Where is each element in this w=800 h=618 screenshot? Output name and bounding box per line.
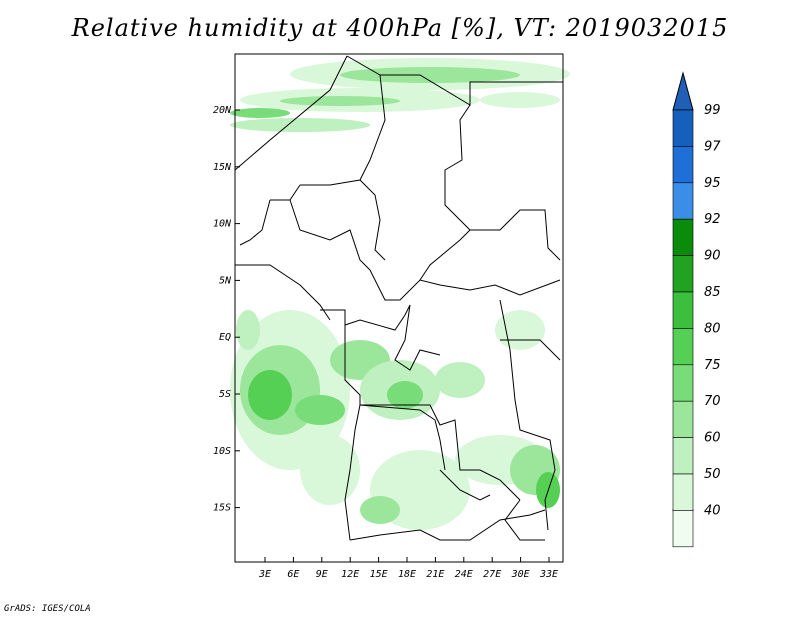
lon-label: 6E: [287, 569, 299, 580]
colorbar-segment: [672, 364, 694, 402]
colorbar-segment: [672, 146, 694, 184]
latitude-axis: 20N 15N 10N 5N EQ 5S 10S 15S: [213, 105, 240, 514]
lon-label: 15E: [370, 569, 388, 580]
colorbar-segment: [672, 400, 694, 438]
lon-label: 21E: [426, 569, 444, 580]
humidity-patch: [387, 381, 423, 409]
grads-credit: GrADS: IGES/COLA: [4, 604, 91, 614]
colorbar-segment: [672, 218, 694, 256]
lon-label: 33E: [539, 569, 558, 580]
humidity-field: [230, 58, 570, 530]
lat-label: 5S: [219, 389, 231, 400]
humidity-patch: [480, 92, 560, 108]
colorbar-label: 90: [704, 249, 721, 264]
colorbar-label: 95: [704, 176, 721, 191]
humidity-patch: [230, 108, 290, 118]
humidity-patch: [248, 370, 292, 420]
colorbar-label: 75: [704, 358, 721, 373]
humidity-patch: [280, 96, 400, 106]
lon-label: 9E: [316, 569, 328, 580]
humidity-patch: [295, 395, 345, 425]
country-borders: [234, 55, 563, 541]
colorbar-top-arrow: [672, 71, 694, 111]
lat-label: 15N: [213, 162, 232, 173]
lon-label: 18E: [398, 569, 416, 580]
lat-label: EQ: [219, 332, 231, 343]
colorbar-segment: [672, 109, 694, 147]
colorbar-label: 85: [704, 285, 721, 300]
chart-title: Relative humidity at 400hPa [%], VT: 201…: [71, 14, 729, 42]
colorbar-segment: [672, 473, 694, 511]
lon-label: 3E: [258, 569, 271, 580]
lat-label: 5N: [219, 275, 232, 286]
humidity-patch: [236, 310, 260, 350]
lat-label: 20N: [213, 105, 232, 116]
humidity-patch: [495, 310, 545, 350]
colorbar-label: 60: [704, 431, 721, 446]
humidity-patch: [300, 435, 360, 505]
colorbar-segment: [672, 328, 694, 366]
colorbar-label: 50: [704, 467, 721, 482]
humidity-patch: [435, 362, 485, 398]
lon-label: 27E: [483, 569, 501, 580]
colorbar: 99 97 95 92 90 85 80 75 70 60 50 40: [672, 71, 721, 548]
colorbar-label: 99: [704, 103, 721, 118]
lon-label: 24E: [455, 569, 473, 580]
colorbar-segment: [672, 510, 694, 548]
colorbar-label: 40: [704, 503, 721, 518]
colorbar-label: 97: [704, 139, 721, 154]
humidity-patch: [360, 496, 400, 524]
colorbar-segment: [672, 255, 694, 293]
colorbar-label: 80: [704, 321, 721, 336]
humidity-patch: [230, 118, 370, 132]
colorbar-segment: [672, 437, 694, 475]
longitude-axis: 3E 6E 9E 12E 15E 18E 21E 24E 27E 30E 33E: [258, 557, 558, 580]
lat-label: 10S: [213, 446, 231, 457]
map-frame: [234, 53, 564, 563]
colorbar-segment: [672, 182, 694, 220]
lon-label: 12E: [341, 569, 359, 580]
colorbar-label: 92: [704, 212, 721, 227]
colorbar-segment: [672, 291, 694, 329]
lat-label: 15S: [213, 503, 231, 514]
lon-label: 30E: [511, 569, 530, 580]
humidity-patch: [340, 67, 520, 83]
lat-label: 10N: [213, 219, 232, 230]
colorbar-label: 70: [704, 394, 721, 409]
